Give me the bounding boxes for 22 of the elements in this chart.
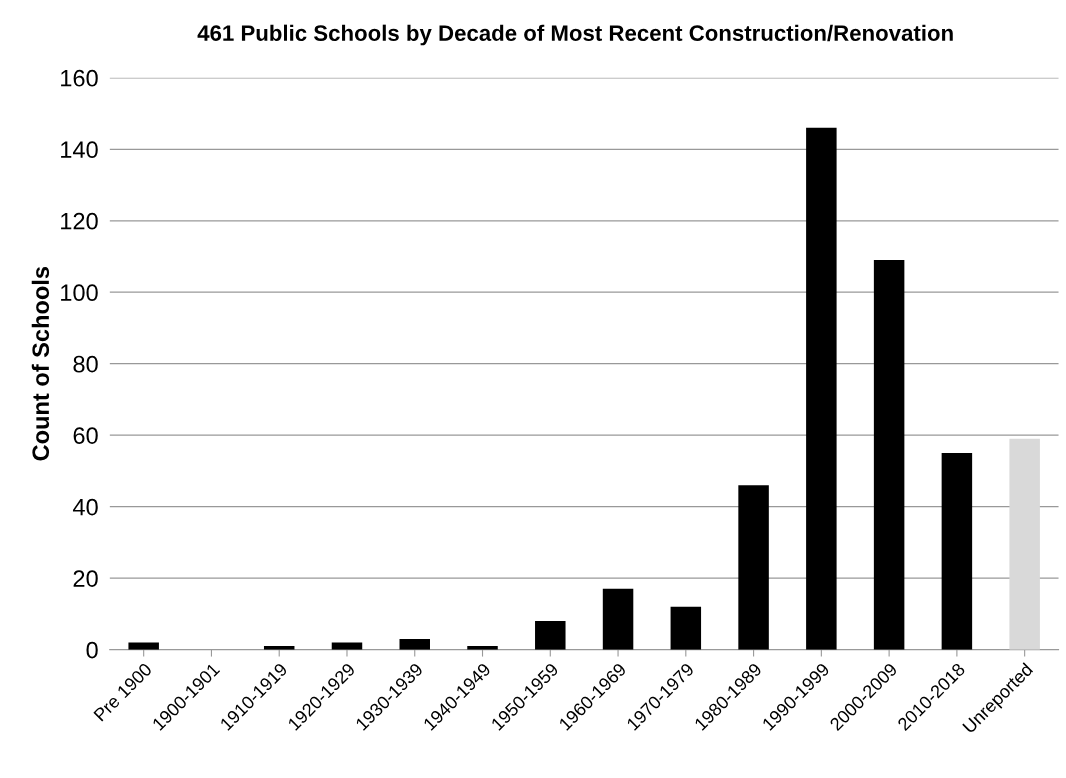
bar xyxy=(873,260,905,650)
bar xyxy=(602,588,634,650)
bar xyxy=(941,453,973,650)
y-tick-label: 160 xyxy=(61,69,98,87)
y-tick-label: 20 xyxy=(73,570,98,587)
y-tick-label: 40 xyxy=(72,498,98,516)
bar xyxy=(331,642,363,650)
y-tick-label: 120 xyxy=(61,212,98,230)
chart-title: 461 Public Schools by Decade of Most Recent Construction/Renovation xyxy=(197,24,953,46)
y-tick-label: 60 xyxy=(73,427,98,444)
bar xyxy=(535,621,566,650)
y-tick-label: 100 xyxy=(61,284,98,302)
y-tick-label: 80 xyxy=(73,355,98,373)
bar xyxy=(128,642,159,650)
y-tick-label: 0 xyxy=(86,641,98,659)
bar xyxy=(1009,438,1040,650)
y-axis-title: Count of Schools xyxy=(31,266,50,461)
y-tick-label: 140 xyxy=(61,141,98,159)
bar xyxy=(806,127,837,650)
bar xyxy=(670,606,702,650)
bar xyxy=(399,638,430,650)
bar xyxy=(738,485,769,650)
